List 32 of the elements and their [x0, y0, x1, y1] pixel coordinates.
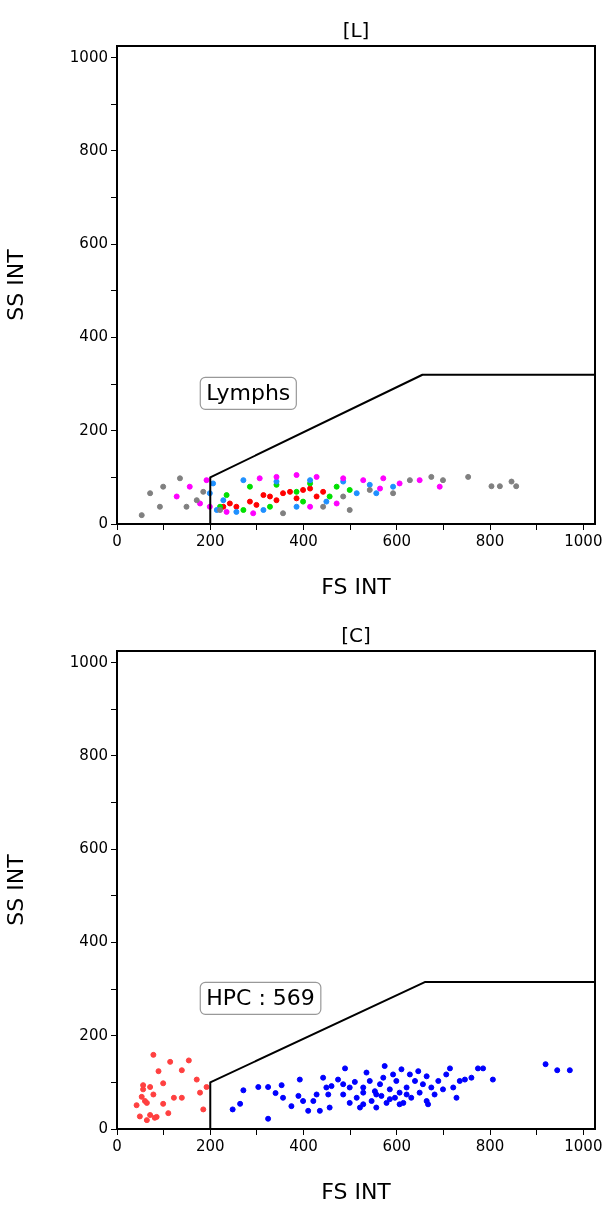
- x-tick-label: 800: [475, 1136, 505, 1155]
- y-tick-label: 1000: [69, 47, 108, 66]
- x-tick-label: 600: [382, 531, 412, 550]
- y-tick-label: 800: [79, 140, 108, 159]
- x-tick-label: 800: [475, 531, 505, 550]
- y-tick-label: 800: [79, 745, 108, 764]
- x-tick-label: 1000: [564, 531, 603, 550]
- annotation: HPC : 569: [206, 985, 315, 1011]
- y-tick-label: 400: [79, 327, 108, 346]
- x-tick-label: 0: [112, 531, 122, 550]
- chart-title: [L]: [342, 18, 370, 43]
- x-axis-title: FS INT: [321, 573, 392, 599]
- x-tick-label: 200: [195, 531, 225, 550]
- y-tick-label: 1000: [69, 652, 108, 671]
- x-axis-title: FS INT: [321, 1178, 392, 1204]
- y-tick-label: 600: [79, 839, 108, 858]
- x-tick-label: 400: [289, 1136, 318, 1155]
- y-tick-label: 0: [98, 1118, 108, 1137]
- annotation: Lymphs: [206, 380, 291, 406]
- y-tick-label: 200: [79, 1025, 108, 1044]
- y-tick-label: 200: [79, 420, 108, 439]
- y-axis-title: SS INT: [2, 248, 28, 321]
- y-tick-label: 600: [79, 234, 108, 253]
- y-tick-label: 0: [98, 513, 108, 532]
- x-tick-label: 200: [195, 1136, 225, 1155]
- chart-title: [C]: [341, 623, 371, 648]
- x-tick-label: 1000: [564, 1136, 603, 1155]
- y-axis-title: SS INT: [2, 853, 28, 926]
- x-tick-label: 400: [289, 531, 318, 550]
- x-tick-label: 600: [382, 1136, 412, 1155]
- x-tick-label: 0: [112, 1136, 122, 1155]
- y-tick-label: 400: [79, 932, 108, 951]
